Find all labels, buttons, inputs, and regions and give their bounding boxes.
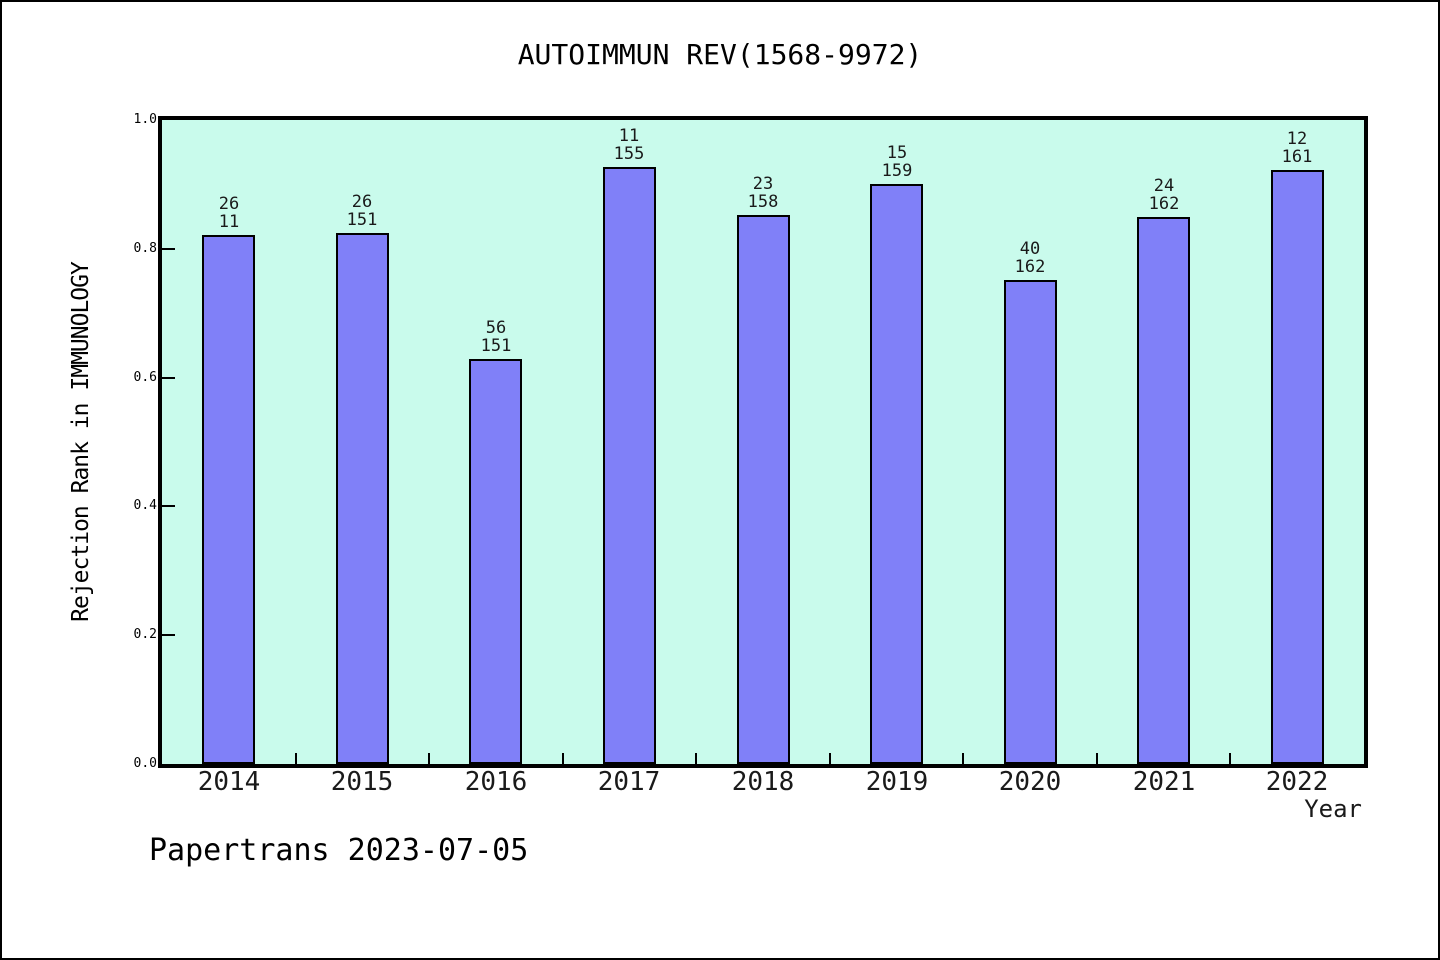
bar-value-label-2016: 56 151 bbox=[480, 318, 512, 356]
bar-2020 bbox=[1004, 280, 1057, 764]
x-minor-tick bbox=[695, 753, 697, 764]
x-tick-label-2021: 2021 bbox=[1132, 767, 1196, 797]
bar-value-label-2020: 40 162 bbox=[1014, 239, 1046, 277]
x-minor-tick bbox=[1229, 753, 1231, 764]
bar-value-label-2021: 24 162 bbox=[1148, 176, 1180, 214]
y-axis-label: Rejection Rank in IMMUNOLOGY bbox=[68, 262, 94, 622]
y-tick-label-1.0: 1.0 bbox=[133, 112, 157, 127]
footer-text: Papertrans 2023-07-05 bbox=[149, 833, 529, 868]
x-tick-label-2015: 2015 bbox=[330, 767, 394, 797]
x-tick-label-2017: 2017 bbox=[597, 767, 661, 797]
x-minor-tick bbox=[829, 753, 831, 764]
bar-2016 bbox=[469, 359, 522, 764]
y-tick-label-0.0: 0.0 bbox=[133, 756, 157, 771]
x-tick-label-2022: 2022 bbox=[1265, 767, 1329, 797]
y-tick-label-0.6: 0.6 bbox=[133, 370, 157, 385]
x-minor-tick bbox=[962, 753, 964, 764]
bar-2015 bbox=[336, 233, 389, 764]
x-minor-tick bbox=[1096, 753, 1098, 764]
y-tick-mark bbox=[162, 634, 175, 636]
y-tick-mark bbox=[162, 505, 175, 507]
bar-value-label-2022: 12 161 bbox=[1281, 129, 1313, 167]
y-tick-label-0.2: 0.2 bbox=[133, 627, 157, 642]
bar-2018 bbox=[737, 215, 790, 764]
bar-2019 bbox=[870, 184, 923, 764]
bar-2022 bbox=[1271, 170, 1324, 764]
bar-2014 bbox=[202, 235, 255, 764]
y-tick-mark bbox=[162, 377, 175, 379]
y-tick-label-0.8: 0.8 bbox=[133, 241, 157, 256]
x-minor-tick bbox=[295, 753, 297, 764]
y-tick-mark bbox=[162, 248, 175, 250]
bar-value-label-2014: 26 11 bbox=[218, 194, 240, 232]
bar-2021 bbox=[1137, 217, 1190, 764]
x-tick-label-2019: 2019 bbox=[865, 767, 929, 797]
x-tick-label-2020: 2020 bbox=[998, 767, 1062, 797]
bar-2017 bbox=[603, 167, 656, 764]
bar-value-label-2019: 15 159 bbox=[881, 143, 913, 181]
x-tick-label-2014: 2014 bbox=[197, 767, 261, 797]
x-tick-label-2018: 2018 bbox=[731, 767, 795, 797]
y-tick-label-0.4: 0.4 bbox=[133, 498, 157, 513]
chart-title: AUTOIMMUN REV(1568-9972) bbox=[517, 38, 923, 71]
x-minor-tick bbox=[428, 753, 430, 764]
plot-area: 26 11 26 151 56 151 11 155 23 158 15 159 40 16… bbox=[158, 116, 1368, 768]
x-tick-label-2016: 2016 bbox=[464, 767, 528, 797]
x-minor-tick bbox=[562, 753, 564, 764]
bar-value-label-2015: 26 151 bbox=[346, 192, 378, 230]
bar-value-label-2018: 23 158 bbox=[747, 174, 779, 212]
bar-value-label-2017: 11 155 bbox=[613, 126, 645, 164]
x-axis-label: Year bbox=[1304, 795, 1362, 823]
